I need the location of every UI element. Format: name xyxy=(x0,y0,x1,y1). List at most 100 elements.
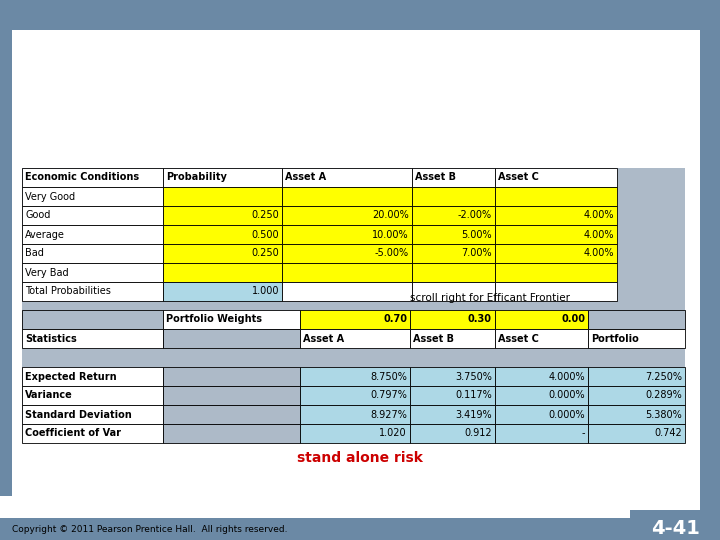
Text: Probability: Probability xyxy=(166,172,227,183)
Bar xyxy=(282,282,412,301)
Bar xyxy=(163,386,300,405)
Text: 3.419%: 3.419% xyxy=(455,409,492,420)
Text: -5.00%: -5.00% xyxy=(375,248,409,259)
Text: 8.750%: 8.750% xyxy=(370,372,407,381)
Bar xyxy=(282,206,412,225)
Bar xyxy=(410,405,495,424)
Bar xyxy=(22,187,163,206)
Text: 0.250: 0.250 xyxy=(251,211,279,220)
Bar xyxy=(495,405,588,424)
Text: 4.00%: 4.00% xyxy=(583,230,614,240)
Bar xyxy=(588,367,685,386)
Bar xyxy=(163,263,282,282)
Text: 0.30: 0.30 xyxy=(468,314,492,325)
Bar xyxy=(410,329,495,348)
Bar xyxy=(495,282,617,301)
Bar xyxy=(495,310,588,329)
Bar xyxy=(412,225,495,244)
Text: Asset B: Asset B xyxy=(413,334,454,343)
Bar xyxy=(282,244,412,263)
Text: 4.000%: 4.000% xyxy=(549,372,585,381)
Bar xyxy=(163,424,300,443)
Text: Asset A: Asset A xyxy=(303,334,344,343)
Bar xyxy=(410,367,495,386)
Bar xyxy=(163,329,300,348)
Text: Asset C: Asset C xyxy=(498,172,539,183)
Text: Portfolio Weights: Portfolio Weights xyxy=(166,314,262,325)
Text: Copyright © 2011 Pearson Prentice Hall.  All rights reserved.: Copyright © 2011 Pearson Prentice Hall. … xyxy=(12,524,287,534)
Bar xyxy=(12,30,707,510)
Bar xyxy=(300,386,410,405)
Text: 1.020: 1.020 xyxy=(379,429,407,438)
Text: 1.000: 1.000 xyxy=(251,287,279,296)
Bar xyxy=(22,168,163,187)
Text: Very Bad: Very Bad xyxy=(25,267,68,278)
Text: Expected Return: Expected Return xyxy=(25,372,117,381)
Bar xyxy=(495,424,588,443)
Text: Statistics: Statistics xyxy=(25,334,77,343)
Text: 7.250%: 7.250% xyxy=(645,372,682,381)
Bar xyxy=(588,405,685,424)
Bar xyxy=(495,386,588,405)
Text: 0.912: 0.912 xyxy=(464,429,492,438)
Bar xyxy=(412,263,495,282)
Bar xyxy=(588,386,685,405)
Bar xyxy=(412,244,495,263)
Text: 4.00%: 4.00% xyxy=(583,211,614,220)
Text: 0.289%: 0.289% xyxy=(645,390,682,401)
Text: 0.70: 0.70 xyxy=(383,314,407,325)
Text: Economic Conditions: Economic Conditions xyxy=(25,172,139,183)
Bar xyxy=(22,168,685,424)
Bar xyxy=(495,367,588,386)
Text: -: - xyxy=(582,429,585,438)
Bar xyxy=(163,187,282,206)
Text: 5.00%: 5.00% xyxy=(462,230,492,240)
Text: 0.00: 0.00 xyxy=(561,314,585,325)
Bar xyxy=(22,225,163,244)
Bar xyxy=(22,424,163,443)
Text: Good: Good xyxy=(25,211,50,220)
Bar xyxy=(300,424,410,443)
Bar xyxy=(22,367,163,386)
Bar xyxy=(22,282,163,301)
Bar xyxy=(495,263,617,282)
Text: Total Probabilities: Total Probabilities xyxy=(25,287,111,296)
Bar xyxy=(300,367,410,386)
Bar xyxy=(163,168,282,187)
Text: 8.927%: 8.927% xyxy=(370,409,407,420)
Text: Standard Deviation: Standard Deviation xyxy=(25,409,132,420)
Bar xyxy=(410,386,495,405)
Text: 0.742: 0.742 xyxy=(654,429,682,438)
Bar xyxy=(22,310,163,329)
Bar xyxy=(0,0,720,18)
Bar xyxy=(22,405,163,424)
Bar xyxy=(300,310,410,329)
Bar xyxy=(588,310,685,329)
Bar xyxy=(163,310,300,329)
Bar xyxy=(495,168,617,187)
Text: Asset B: Asset B xyxy=(415,172,456,183)
Bar xyxy=(163,244,282,263)
Bar xyxy=(495,187,617,206)
Text: 0.500: 0.500 xyxy=(251,230,279,240)
Text: -2.00%: -2.00% xyxy=(458,211,492,220)
Text: Variance: Variance xyxy=(25,390,73,401)
Bar xyxy=(410,310,495,329)
Bar xyxy=(163,225,282,244)
Bar xyxy=(282,168,412,187)
Bar xyxy=(412,187,495,206)
Text: 7.00%: 7.00% xyxy=(462,248,492,259)
Text: Asset C: Asset C xyxy=(498,334,539,343)
Bar xyxy=(282,187,412,206)
Bar xyxy=(588,424,685,443)
Bar xyxy=(163,405,300,424)
Text: 20.00%: 20.00% xyxy=(372,211,409,220)
Text: 0.000%: 0.000% xyxy=(549,409,585,420)
Text: 0.117%: 0.117% xyxy=(455,390,492,401)
Bar xyxy=(412,206,495,225)
Text: 4.00%: 4.00% xyxy=(583,248,614,259)
Bar xyxy=(22,386,163,405)
Text: stand alone risk: stand alone risk xyxy=(297,451,423,465)
Bar xyxy=(495,225,617,244)
Bar xyxy=(300,405,410,424)
